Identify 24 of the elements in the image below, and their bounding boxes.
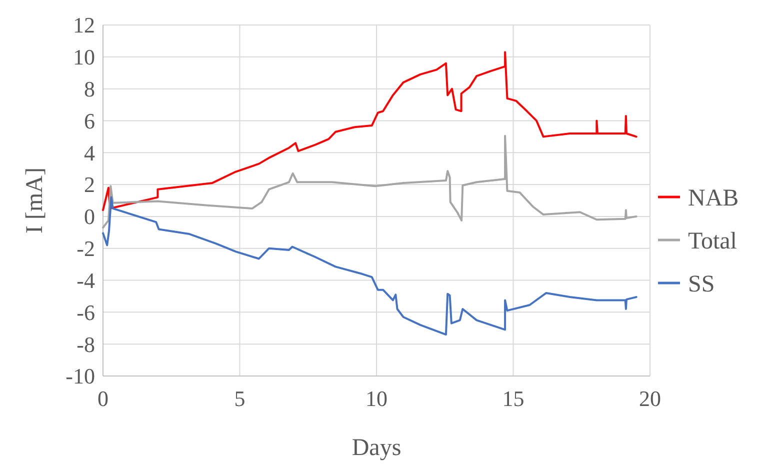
x-axis-title: Days — [352, 435, 402, 461]
legend-label: NAB — [688, 185, 739, 212]
y-tick-label: 6 — [84, 108, 95, 134]
y-tick-label: -2 — [76, 236, 95, 262]
line-series — [102, 134, 638, 229]
y-tick-label: -6 — [76, 300, 95, 325]
legend-label: Total — [688, 228, 738, 254]
y-tick-label: 8 — [84, 76, 95, 102]
legend-label: SS — [688, 271, 715, 298]
y-tick-label: 10 — [73, 44, 95, 70]
y-tick-label: 2 — [84, 172, 95, 198]
x-tick-label: 15 — [502, 386, 524, 411]
y-tick-label: -8 — [76, 332, 95, 357]
y-tick-label: 12 — [73, 12, 95, 38]
y-tick-label: 4 — [84, 140, 95, 166]
x-tick-label: 20 — [639, 386, 661, 411]
y-tick-label: 0 — [84, 204, 95, 230]
y-axis-title: I [mA] — [22, 168, 48, 234]
line-series — [102, 51, 638, 212]
y-tick-label: -10 — [66, 364, 95, 389]
x-tick-label: 5 — [234, 386, 246, 411]
line-series — [102, 196, 638, 336]
x-tick-label: 10 — [366, 386, 388, 411]
y-tick-label: -4 — [76, 268, 95, 293]
